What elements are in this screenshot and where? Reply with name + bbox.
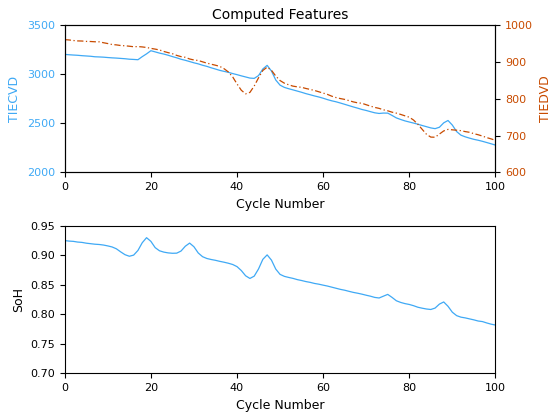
Y-axis label: TIECVD: TIECVD bbox=[8, 76, 21, 122]
X-axis label: Cycle Number: Cycle Number bbox=[236, 399, 324, 412]
Y-axis label: TIEDVD: TIEDVD bbox=[539, 75, 552, 122]
Y-axis label: SoH: SoH bbox=[12, 287, 25, 312]
X-axis label: Cycle Number: Cycle Number bbox=[236, 198, 324, 211]
Title: Computed Features: Computed Features bbox=[212, 8, 348, 22]
